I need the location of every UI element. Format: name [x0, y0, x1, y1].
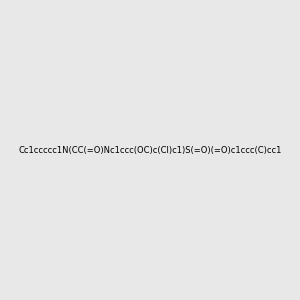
Text: Cc1ccccc1N(CC(=O)Nc1ccc(OC)c(Cl)c1)S(=O)(=O)c1ccc(C)cc1: Cc1ccccc1N(CC(=O)Nc1ccc(OC)c(Cl)c1)S(=O)… — [18, 146, 282, 154]
